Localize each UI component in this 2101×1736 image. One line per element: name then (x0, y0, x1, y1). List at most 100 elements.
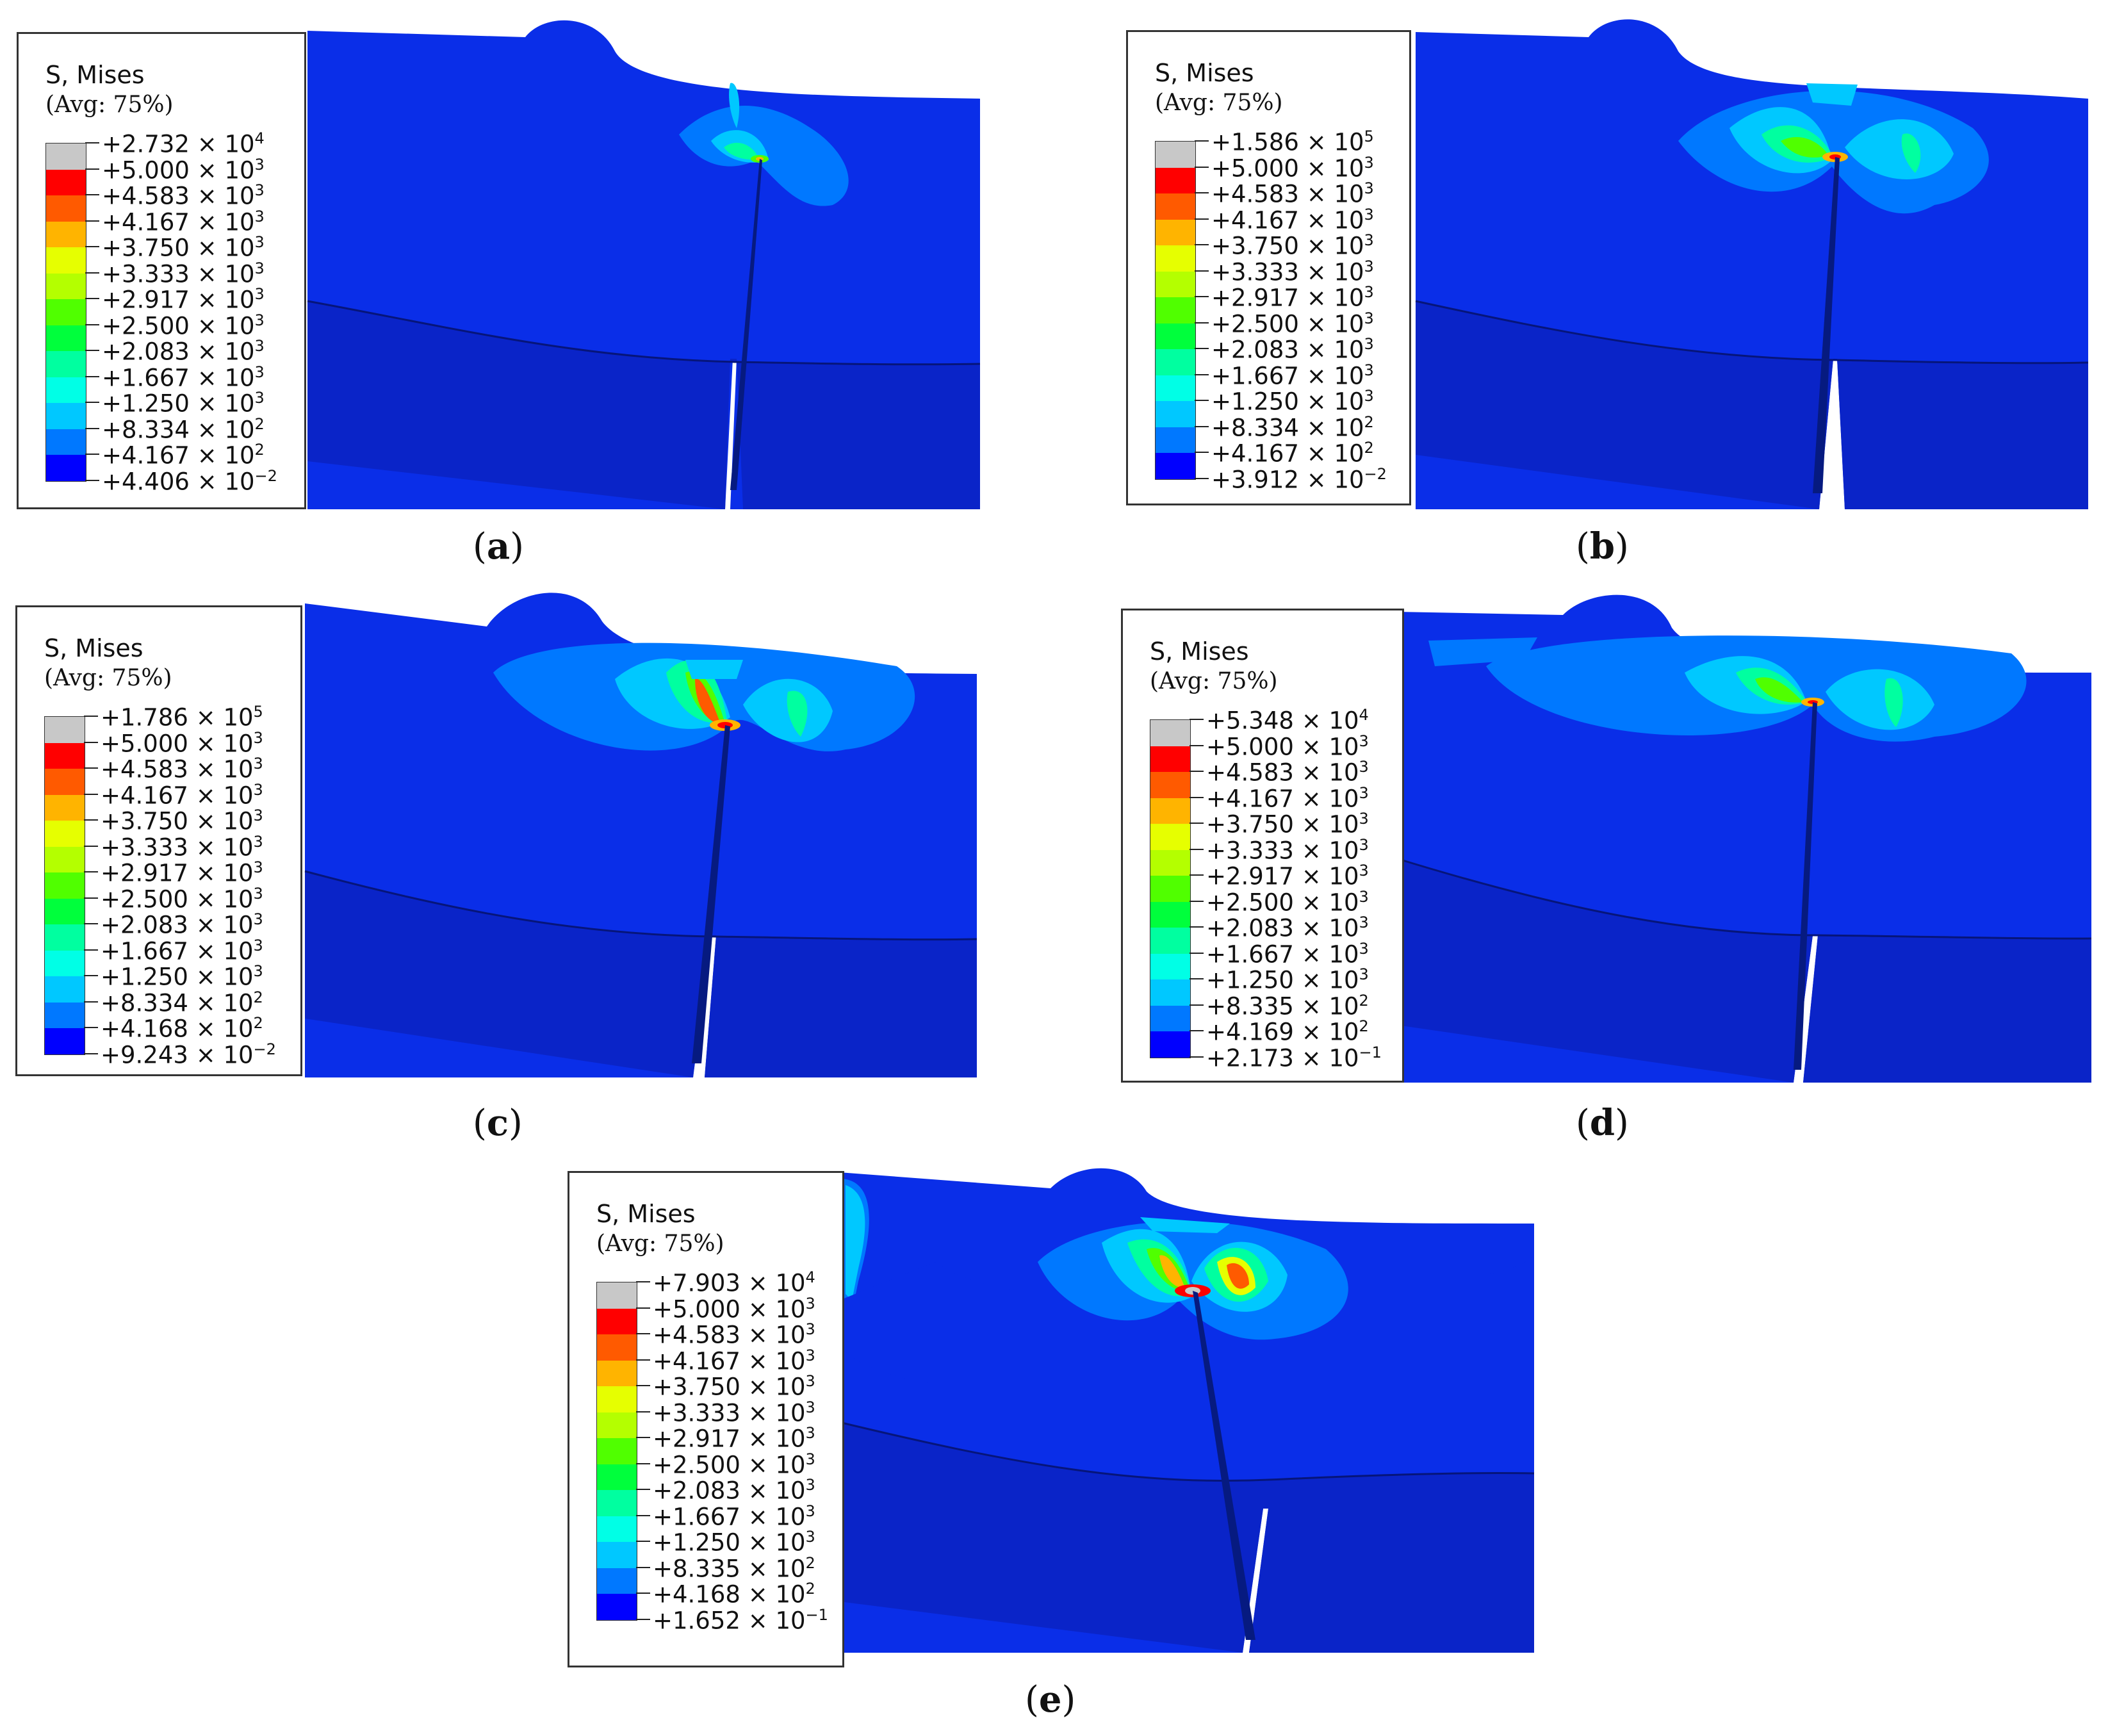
level-mantissa: +3.333 (653, 1398, 740, 1427)
level-exponent: 5 (253, 703, 263, 721)
legend-level-label: +4.406 × 10−2 (102, 466, 277, 495)
color-swatch (45, 742, 85, 769)
crack-a (730, 159, 762, 490)
level-exponent: 3 (1359, 835, 1369, 854)
legend-level-label: +1.586 × 105 (1211, 127, 1374, 156)
legend-tick (1195, 296, 1209, 297)
level-mantissa: +1.250 (1211, 388, 1299, 416)
level-mantissa: +4.168 (653, 1580, 740, 1609)
legend-tick (1195, 452, 1209, 453)
legend-tick (1195, 400, 1209, 401)
level-exponent: −2 (1364, 464, 1387, 483)
level-mantissa: +4.167 (102, 441, 190, 470)
color-swatch (597, 1594, 637, 1620)
level-mantissa: +8.334 (101, 988, 188, 1017)
level-exponent: 3 (1364, 179, 1374, 197)
legend-level-label: +4.167 × 103 (101, 780, 263, 809)
color-swatch (46, 195, 86, 222)
legend-level-label: +4.167 × 102 (102, 441, 265, 470)
legend-level-label: +5.348 × 104 (1206, 706, 1369, 735)
legend-level-label: +8.334 × 102 (1211, 413, 1374, 441)
stress-contour-e (839, 1179, 1534, 1388)
color-swatch (1150, 876, 1190, 902)
color-swatch (1150, 798, 1190, 824)
fe-stress-plot-c (304, 593, 977, 1077)
level-mantissa: +2.917 (101, 859, 188, 887)
color-swatch (46, 455, 86, 481)
level-mantissa: +9.243 (101, 1040, 188, 1069)
legend-level-label: +1.667 × 103 (1211, 361, 1374, 389)
color-swatch (1156, 349, 1195, 375)
legend-tick (1195, 218, 1209, 220)
legend-level-label: +2.500 × 103 (1206, 887, 1369, 916)
color-bar (44, 716, 85, 1055)
color-swatch (46, 247, 86, 274)
legend-tick (84, 767, 98, 769)
legend-level-label: +2.917 × 103 (1206, 862, 1369, 890)
legend-level-label: +1.667 × 103 (653, 1502, 815, 1530)
level-exponent: 4 (254, 129, 265, 147)
color-swatch (1150, 746, 1190, 772)
legend-tick (84, 975, 98, 976)
level-exponent: 2 (1364, 439, 1374, 457)
level-mantissa: +5.000 (102, 156, 190, 184)
color-swatch (45, 924, 85, 951)
level-exponent: 3 (1359, 810, 1369, 828)
level-exponent: −1 (805, 1605, 828, 1624)
level-mantissa: +5.348 (1206, 707, 1294, 735)
level-mantissa: +4.406 (102, 467, 190, 495)
legend-level-label: +2.500 × 103 (101, 884, 263, 913)
legend-level-label: +2.083 × 103 (102, 337, 265, 366)
level-exponent: 3 (1359, 732, 1369, 750)
color-swatch (45, 821, 85, 847)
legend-level-label: +4.167 × 103 (102, 207, 265, 236)
legend-tick (84, 871, 98, 872)
level-exponent: 3 (805, 1346, 815, 1364)
legend-tick (84, 1001, 98, 1003)
color-swatch (1150, 824, 1190, 850)
legend-tick (85, 454, 99, 455)
legend-tick (85, 479, 99, 481)
legend-avg: (Avg: 75%) (45, 92, 174, 118)
legend-tick (1189, 978, 1204, 979)
panel-c: S, Mises (Avg: 75%) +1.786 × 105 +5.000 ×… (0, 577, 1050, 1153)
legend-level-label: +3.333 × 103 (101, 832, 263, 861)
level-exponent: 3 (1359, 758, 1369, 776)
color-swatch (1156, 401, 1195, 427)
legend-tick (1195, 166, 1209, 168)
legend-tick (85, 272, 99, 274)
legend-level-label: +2.917 × 103 (653, 1424, 815, 1453)
legend-b: S, Mises (Avg: 75%) +1.586 × 105 +5.000 ×… (1126, 30, 1411, 505)
legend-level-label: +4.583 × 103 (101, 755, 263, 783)
level-mantissa: +3.333 (101, 833, 188, 861)
color-swatch (1156, 297, 1195, 323)
color-swatch (45, 898, 85, 924)
legend-tick (85, 168, 99, 170)
color-swatch (1156, 453, 1195, 479)
legend-level-label: +8.335 × 102 (653, 1553, 815, 1582)
legend-tick (636, 1593, 650, 1594)
color-swatch (46, 325, 86, 351)
color-swatch (45, 872, 85, 899)
legend-avg: (Avg: 75%) (44, 665, 172, 691)
legend-level-label: +3.333 × 103 (1211, 257, 1374, 286)
stress-contour-b (1678, 83, 1989, 214)
legend-tick (1189, 1030, 1204, 1031)
crack-b (1813, 157, 1840, 493)
legend-title: S, Mises (44, 634, 143, 662)
level-mantissa: +2.500 (653, 1450, 740, 1478)
legend-title: S, Mises (45, 61, 145, 89)
level-mantissa: +2.083 (1211, 336, 1299, 364)
legend-level-label: +1.250 × 103 (102, 389, 265, 418)
fe-stress-plot-e (838, 1168, 1535, 1653)
level-mantissa: +4.583 (1211, 180, 1299, 208)
level-mantissa: +3.333 (102, 259, 190, 288)
color-swatch (45, 950, 85, 976)
legend-c: S, Mises (Avg: 75%) +1.786 × 105 +5.000 ×… (15, 605, 302, 1076)
color-swatch (46, 273, 86, 299)
legend-tick (84, 845, 98, 847)
level-mantissa: +2.500 (102, 311, 190, 340)
caption-a: (a) (473, 525, 525, 568)
fe-stress-plot-b (1415, 19, 2089, 509)
legend-level-label: +4.168 × 102 (101, 1014, 263, 1043)
